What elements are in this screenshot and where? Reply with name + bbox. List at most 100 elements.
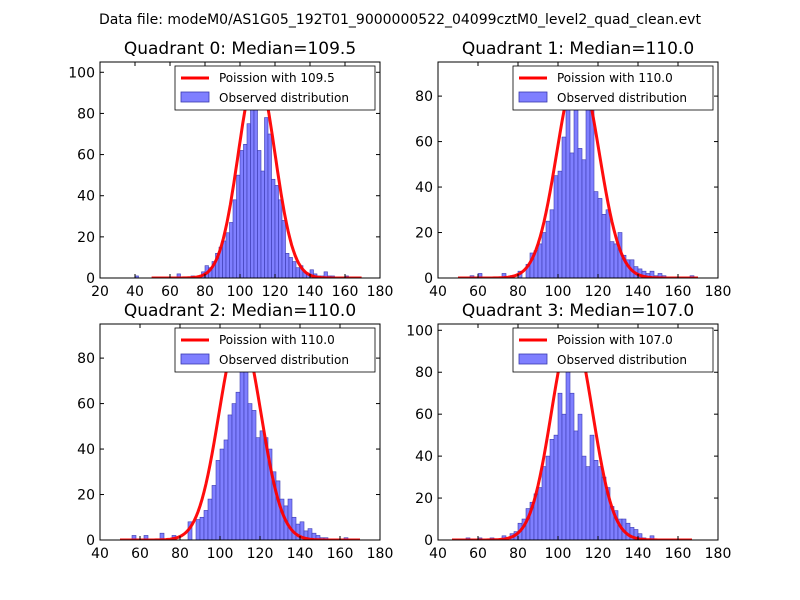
histogram-bar [227,414,233,540]
y-tick-label: 60 [415,135,433,151]
histogram-bar [239,369,245,540]
histogram-bar [257,150,262,278]
y-tick-label: 20 [77,488,95,504]
histogram-bar [225,232,230,278]
legend: Poission with 109.5 Observed distribution [174,65,376,111]
histogram-bar [541,232,547,278]
y-tick-label: 40 [415,449,433,465]
quadrant-0-title: Quadrant 0: Median=109.5 [124,39,356,59]
histogram-bar [581,455,587,540]
histogram-bar [561,136,567,278]
x-tick-label: 160 [327,546,354,562]
histogram-bar [597,198,603,278]
x-tick-label: 180 [367,284,394,300]
legend-bar-swatch [518,91,548,103]
histogram-bar [537,487,543,540]
histogram-bar [585,466,591,540]
axes-frame [437,323,719,541]
y-tick-label: 40 [77,189,95,205]
histogram-bar [274,185,279,278]
histogram-bar [281,220,286,278]
x-tick-label: 180 [705,284,732,300]
histogram-bar [561,413,567,540]
histogram-bar [585,95,591,278]
x-tick-label: 60 [131,546,149,562]
quadrant-3-chart: Quadrant 3: Median=107.0 40 60 80 100 120 140… [406,301,731,562]
histogram-bar [235,391,241,540]
y-tick-label: 100 [68,65,95,81]
histogram-bar [223,439,229,540]
legend-bar-label: Observed distribution [557,353,687,367]
legend-line-label: Poission with 110.0 [219,333,335,347]
y-tick-label: 0 [86,533,95,549]
histogram-bar [243,143,248,278]
histogram-bar [207,498,213,540]
y-tick-label: 0 [86,271,95,287]
y-tick-label: 80 [415,365,433,381]
histogram-bar [593,460,599,540]
x-tick-label: 100 [207,546,234,562]
x-tick-label: 80 [171,546,189,562]
legend-bar-label: Observed distribution [219,91,349,105]
histogram-bar [285,253,290,278]
histogram-bar [278,199,283,278]
histogram-bar [143,535,149,540]
x-tick-label: 140 [625,546,652,562]
legend: Poission with 110.0 Observed distribution [174,327,376,373]
x-tick-label: 80 [509,546,527,562]
histogram-bar [271,178,276,278]
histogram-bar [649,270,655,278]
histogram-bar [243,350,249,540]
legend-box [512,65,714,111]
histogram-bar [589,434,595,540]
legend-bar-swatch [180,353,210,365]
histogram-bar [199,516,205,540]
legend-box [174,65,376,111]
x-tick-label: 180 [367,546,394,562]
quadrant-1-title: Quadrant 1: Median=110.0 [462,39,694,59]
x-tick-label: 80 [509,284,527,300]
legend-bar-swatch [180,91,210,103]
legend: Poission with 107.0 Observed distribution [512,327,714,373]
figure-suptitle: Data file: modeM0/AS1G05_192T01_90000005… [99,12,701,28]
histogram-bar [264,117,269,278]
quadrant-2-title: Quadrant 2: Median=110.0 [124,301,356,321]
legend: Poission with 110.0 Observed distribution [512,65,714,111]
histogram-bar [236,174,241,278]
x-tick-label: 40 [126,284,144,300]
histogram-bar [593,191,599,278]
x-tick-label: 160 [332,284,359,300]
y-tick-label: 20 [415,491,433,507]
histogram-bar [259,430,265,540]
y-tick-label: 0 [424,533,433,549]
histogram-bar [287,498,293,540]
histogram-bar [557,392,563,540]
x-tick-label: 140 [287,546,314,562]
histogram-bar [577,413,583,540]
histogram-bar [291,516,297,540]
x-tick-label: 140 [625,284,652,300]
histogram-bar [565,95,571,278]
x-tick-label: 120 [585,546,612,562]
histogram-bar [229,222,234,278]
y-tick-label: 0 [424,271,433,287]
histogram-bar [295,267,300,278]
axes-frame [437,61,719,279]
histogram-bar [215,460,221,540]
histogram-bar [565,355,571,540]
histogram-bar [553,175,559,278]
histogram-bar [573,430,579,540]
x-tick-label: 40 [91,546,109,562]
y-tick-label: 80 [415,89,433,105]
legend-box [174,327,376,373]
legend-line-label: Poission with 109.5 [219,71,335,85]
x-tick-label: 60 [469,284,487,300]
legend-line-label: Poission with 107.0 [557,333,673,347]
quadrant-1-chart: Quadrant 1: Median=110.0 40 60 80 100 120 140… [415,39,731,300]
y-tick-label: 80 [77,106,95,122]
histogram-bar [549,439,555,540]
histogram-bar [231,403,237,540]
x-tick-label: 100 [545,546,572,562]
histogram-bar [569,392,575,540]
